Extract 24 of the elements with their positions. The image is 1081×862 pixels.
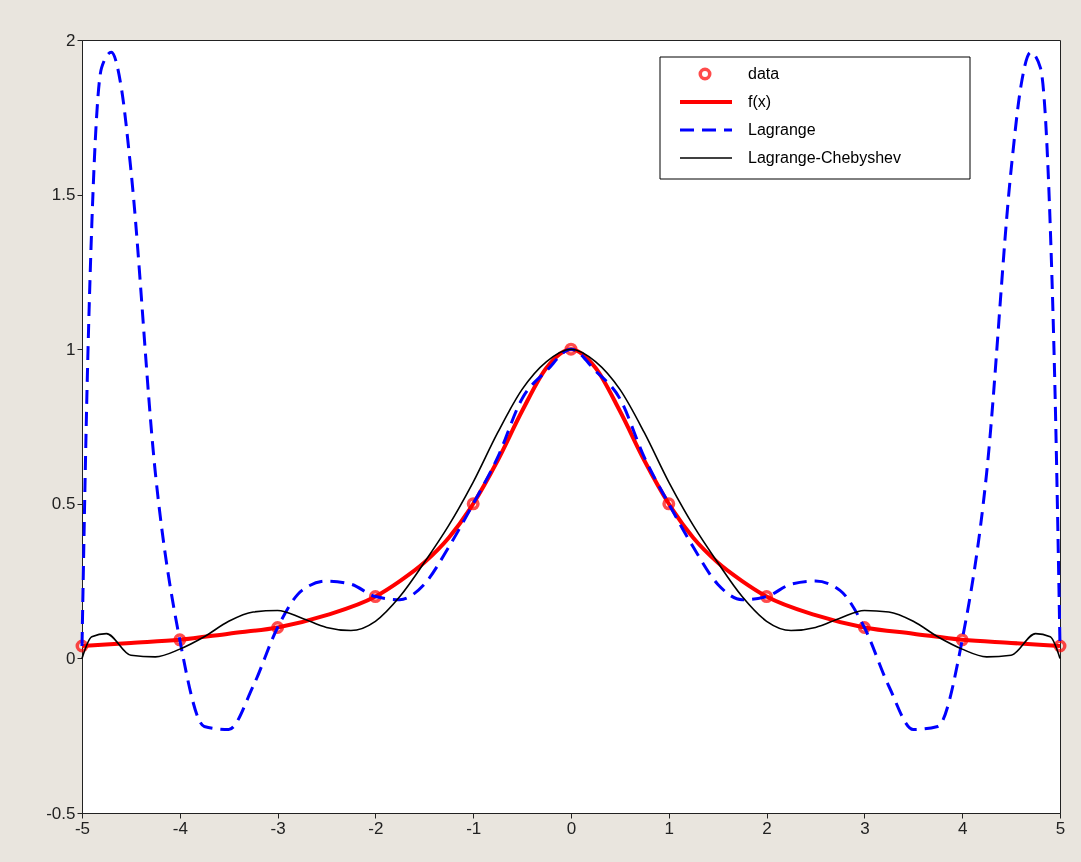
x-tick-label: 2 bbox=[762, 818, 772, 838]
x-tick-label: 3 bbox=[860, 818, 870, 838]
x-tick-label: -3 bbox=[270, 818, 286, 838]
x-tick-label: 1 bbox=[664, 818, 675, 838]
x-tick-label: 4 bbox=[957, 818, 968, 838]
x-tick-label: -5 bbox=[74, 818, 91, 838]
x-tick-label: -1 bbox=[466, 818, 482, 838]
y-tick-label: 2 bbox=[66, 30, 76, 50]
y-tick-label: -0.5 bbox=[46, 803, 76, 823]
point bbox=[662, 497, 676, 511]
y-tick-label: 1.5 bbox=[51, 185, 76, 205]
legend-label: Lagrange-Chebyshev bbox=[748, 149, 901, 166]
y-tick-label: 0.5 bbox=[51, 494, 76, 514]
y-tick-label: 0 bbox=[66, 648, 76, 668]
x-tick-label: -2 bbox=[368, 818, 384, 838]
point bbox=[955, 633, 969, 647]
point bbox=[173, 633, 187, 647]
x-tick-label: 0 bbox=[566, 818, 577, 838]
legend-label: Lagrange bbox=[748, 121, 816, 138]
legend-label: f(x) bbox=[748, 93, 772, 110]
x-tick-label: -4 bbox=[172, 818, 188, 838]
y-tick-label: 1 bbox=[66, 339, 76, 359]
legend-label: data bbox=[748, 65, 780, 82]
x-tick-label: 5 bbox=[1055, 818, 1066, 838]
